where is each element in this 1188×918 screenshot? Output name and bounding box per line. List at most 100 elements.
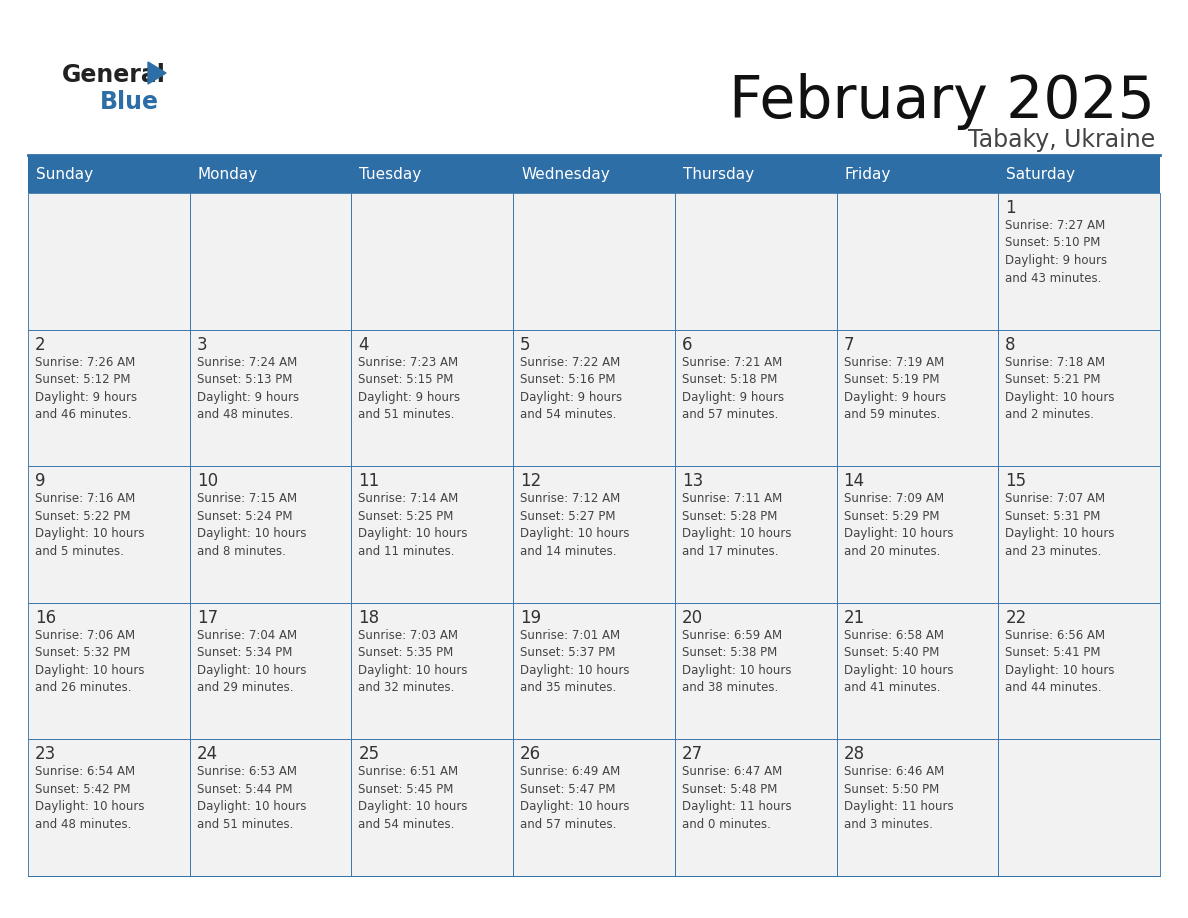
Text: Daylight: 10 hours: Daylight: 10 hours	[197, 664, 307, 677]
Text: Daylight: 10 hours: Daylight: 10 hours	[1005, 390, 1114, 404]
Text: and 35 minutes.: and 35 minutes.	[520, 681, 617, 694]
Bar	[513, 739, 675, 876]
Bar	[836, 466, 998, 603]
Text: and 57 minutes.: and 57 minutes.	[682, 409, 778, 421]
Text: 26: 26	[520, 745, 542, 764]
Text: Sunset: 5:47 PM: Sunset: 5:47 PM	[520, 783, 615, 796]
Text: Daylight: 10 hours: Daylight: 10 hours	[359, 800, 468, 813]
Text: Daylight: 10 hours: Daylight: 10 hours	[34, 527, 145, 540]
Text: and 59 minutes.: and 59 minutes.	[843, 409, 940, 421]
Text: 5: 5	[520, 336, 531, 353]
Text: and 48 minutes.: and 48 minutes.	[197, 409, 293, 421]
Bar	[29, 155, 1159, 193]
Text: Daylight: 10 hours: Daylight: 10 hours	[1005, 664, 1114, 677]
Text: 24: 24	[197, 745, 217, 764]
Text: and 48 minutes.: and 48 minutes.	[34, 818, 132, 831]
Text: Daylight: 10 hours: Daylight: 10 hours	[520, 664, 630, 677]
Bar	[190, 466, 352, 603]
Bar	[513, 466, 675, 603]
Text: Sunrise: 7:26 AM: Sunrise: 7:26 AM	[34, 355, 135, 369]
Text: and 41 minutes.: and 41 minutes.	[843, 681, 940, 694]
Text: Sunset: 5:42 PM: Sunset: 5:42 PM	[34, 783, 131, 796]
Text: Sunset: 5:50 PM: Sunset: 5:50 PM	[843, 783, 939, 796]
Text: Sunset: 5:41 PM: Sunset: 5:41 PM	[1005, 646, 1101, 659]
Text: Sunset: 5:12 PM: Sunset: 5:12 PM	[34, 373, 131, 386]
Bar	[29, 330, 190, 466]
Bar	[675, 193, 836, 330]
Text: Thursday: Thursday	[683, 166, 754, 182]
Text: and 51 minutes.: and 51 minutes.	[197, 818, 293, 831]
Text: 22: 22	[1005, 609, 1026, 627]
Bar	[352, 466, 513, 603]
Text: Sunset: 5:35 PM: Sunset: 5:35 PM	[359, 646, 454, 659]
Text: Sunrise: 7:16 AM: Sunrise: 7:16 AM	[34, 492, 135, 505]
Text: Daylight: 9 hours: Daylight: 9 hours	[359, 390, 461, 404]
Text: Tabaky, Ukraine: Tabaky, Ukraine	[968, 128, 1155, 152]
Bar	[513, 330, 675, 466]
Text: 15: 15	[1005, 472, 1026, 490]
Bar	[998, 466, 1159, 603]
Text: Daylight: 9 hours: Daylight: 9 hours	[520, 390, 623, 404]
Text: 27: 27	[682, 745, 703, 764]
Text: and 20 minutes.: and 20 minutes.	[843, 544, 940, 558]
Bar	[190, 603, 352, 739]
Bar	[190, 739, 352, 876]
Text: Sunrise: 7:03 AM: Sunrise: 7:03 AM	[359, 629, 459, 642]
Text: 2: 2	[34, 336, 45, 353]
Text: Sunrise: 7:01 AM: Sunrise: 7:01 AM	[520, 629, 620, 642]
Text: Daylight: 10 hours: Daylight: 10 hours	[520, 527, 630, 540]
Text: Sunrise: 7:21 AM: Sunrise: 7:21 AM	[682, 355, 782, 369]
Bar	[836, 193, 998, 330]
Text: Sunrise: 7:18 AM: Sunrise: 7:18 AM	[1005, 355, 1105, 369]
Bar	[675, 466, 836, 603]
Text: Daylight: 10 hours: Daylight: 10 hours	[197, 800, 307, 813]
Text: Daylight: 10 hours: Daylight: 10 hours	[1005, 527, 1114, 540]
Text: Blue: Blue	[100, 90, 159, 114]
Text: 18: 18	[359, 609, 379, 627]
Text: February 2025: February 2025	[729, 73, 1155, 130]
Text: and 54 minutes.: and 54 minutes.	[359, 818, 455, 831]
Bar	[29, 603, 190, 739]
Text: Daylight: 9 hours: Daylight: 9 hours	[197, 390, 299, 404]
Text: 21: 21	[843, 609, 865, 627]
Text: Daylight: 10 hours: Daylight: 10 hours	[197, 527, 307, 540]
Text: Sunset: 5:38 PM: Sunset: 5:38 PM	[682, 646, 777, 659]
Bar	[836, 603, 998, 739]
Text: and 11 minutes.: and 11 minutes.	[359, 544, 455, 558]
Text: Sunset: 5:48 PM: Sunset: 5:48 PM	[682, 783, 777, 796]
Text: and 44 minutes.: and 44 minutes.	[1005, 681, 1101, 694]
Text: 20: 20	[682, 609, 703, 627]
Bar	[352, 739, 513, 876]
Text: and 26 minutes.: and 26 minutes.	[34, 681, 132, 694]
Bar	[190, 193, 352, 330]
Text: 28: 28	[843, 745, 865, 764]
Text: Sunrise: 7:07 AM: Sunrise: 7:07 AM	[1005, 492, 1105, 505]
Text: Daylight: 10 hours: Daylight: 10 hours	[359, 664, 468, 677]
Text: Daylight: 9 hours: Daylight: 9 hours	[682, 390, 784, 404]
Text: Sunset: 5:27 PM: Sunset: 5:27 PM	[520, 509, 615, 522]
Text: 4: 4	[359, 336, 369, 353]
Text: Sunset: 5:34 PM: Sunset: 5:34 PM	[197, 646, 292, 659]
Text: and 0 minutes.: and 0 minutes.	[682, 818, 771, 831]
Text: 25: 25	[359, 745, 379, 764]
Text: Daylight: 10 hours: Daylight: 10 hours	[359, 527, 468, 540]
Text: and 23 minutes.: and 23 minutes.	[1005, 544, 1101, 558]
Text: 6: 6	[682, 336, 693, 353]
Bar	[998, 330, 1159, 466]
Text: Daylight: 11 hours: Daylight: 11 hours	[843, 800, 953, 813]
Bar	[29, 466, 190, 603]
Text: and 51 minutes.: and 51 minutes.	[359, 409, 455, 421]
Text: 17: 17	[197, 609, 217, 627]
Text: Sunset: 5:16 PM: Sunset: 5:16 PM	[520, 373, 615, 386]
Text: Sunday: Sunday	[36, 166, 93, 182]
Text: Sunset: 5:19 PM: Sunset: 5:19 PM	[843, 373, 939, 386]
Text: and 46 minutes.: and 46 minutes.	[34, 409, 132, 421]
Text: 10: 10	[197, 472, 217, 490]
Text: 23: 23	[34, 745, 56, 764]
Text: Daylight: 9 hours: Daylight: 9 hours	[843, 390, 946, 404]
Text: Saturday: Saturday	[1006, 166, 1075, 182]
Text: 14: 14	[843, 472, 865, 490]
Text: Sunrise: 6:58 AM: Sunrise: 6:58 AM	[843, 629, 943, 642]
Text: Sunrise: 7:19 AM: Sunrise: 7:19 AM	[843, 355, 943, 369]
Text: 1: 1	[1005, 199, 1016, 217]
